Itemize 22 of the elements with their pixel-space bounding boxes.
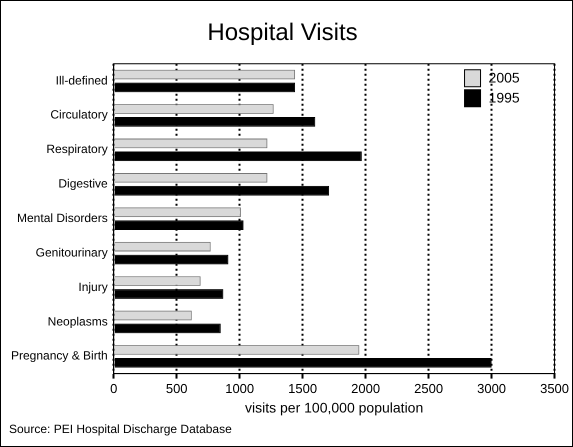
x-tick-label: 2500 — [414, 380, 444, 396]
legend-label: 1995 — [488, 90, 520, 106]
chart-title: Hospital Visits — [207, 19, 358, 46]
y-tick-label: Pregnancy & Birth — [10, 348, 108, 363]
x-tick-label: 1000 — [225, 380, 254, 396]
y-tick-label: Circulatory — [50, 108, 108, 122]
x-tick-label: 3000 — [477, 380, 506, 396]
x-tick-label: 2000 — [351, 380, 380, 396]
x-tick-label: 0 — [110, 380, 118, 396]
y-tick-label: Mental Disorders — [17, 211, 108, 226]
x-tick-label: 1500 — [288, 380, 318, 396]
source-note: Source: PEI Hospital Discharge Database — [9, 422, 232, 436]
y-tick-label: Genitourinary — [36, 245, 108, 260]
y-tick-label: Ill-defined — [56, 73, 108, 88]
x-axis-title: visits per 100,000 population — [245, 399, 424, 416]
x-tick-label: 500 — [166, 380, 188, 396]
y-tick-label: Neoplasms — [48, 314, 108, 328]
x-tick-label: 3500 — [540, 380, 569, 396]
y-tick-label: Injury — [78, 280, 108, 294]
legend-label: 2005 — [488, 70, 520, 86]
y-tick-label: Digestive — [58, 176, 108, 191]
y-tick-label: Respiratory — [46, 142, 108, 156]
